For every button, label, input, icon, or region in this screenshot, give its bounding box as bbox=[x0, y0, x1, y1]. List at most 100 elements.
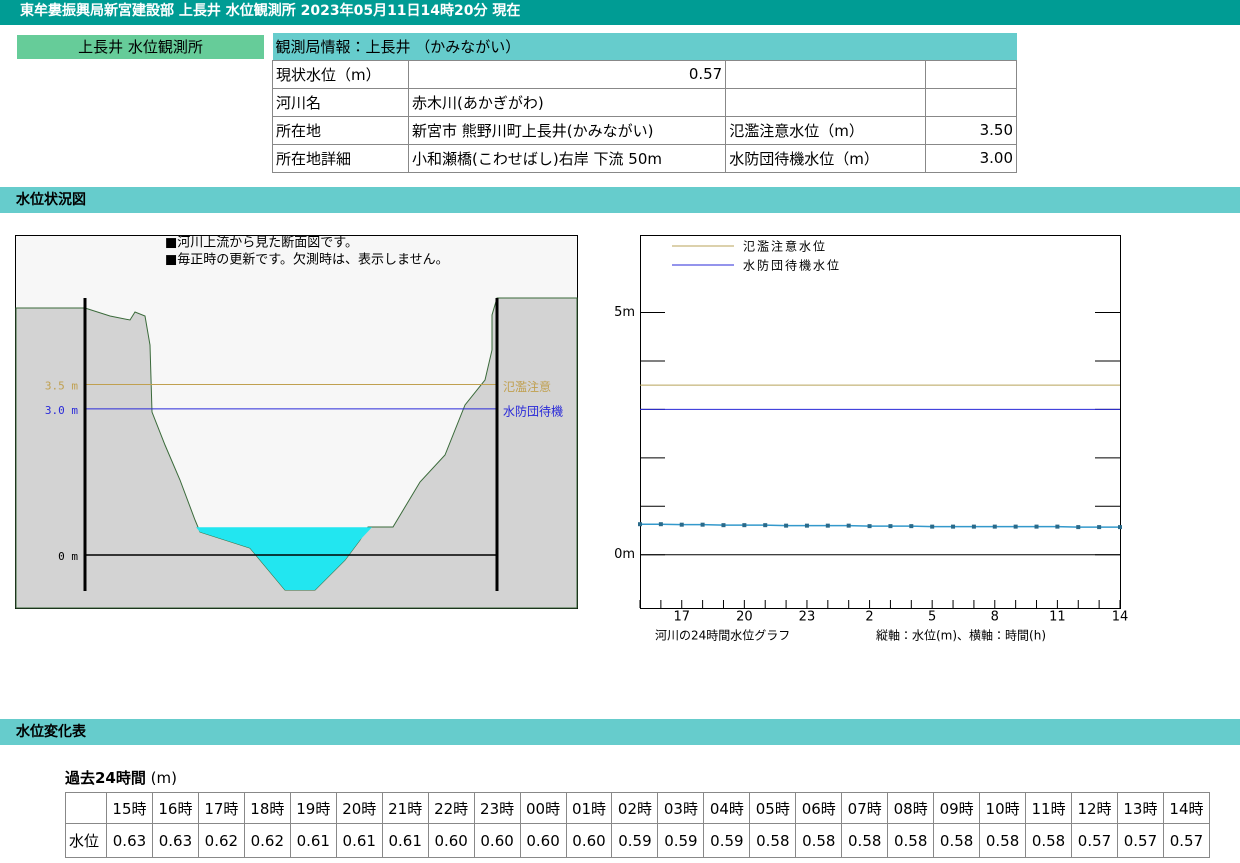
series-point bbox=[867, 524, 872, 529]
value-cell: 0.63 bbox=[106, 823, 153, 858]
hour-cell: 10時 bbox=[979, 792, 1027, 824]
info-label: 水防団待機水位（m） bbox=[725, 143, 927, 173]
value-cell: 0.57 bbox=[1116, 823, 1164, 858]
info-title: 観測局情報：上長井 （かみながい） bbox=[272, 33, 1017, 60]
info-value: 3.50 bbox=[925, 115, 1017, 145]
hour-cell: 22時 bbox=[427, 792, 475, 824]
series-point bbox=[784, 523, 789, 528]
value-cell: 0.58 bbox=[887, 823, 935, 858]
series-point bbox=[846, 523, 851, 528]
value-cell: 0.62 bbox=[243, 823, 291, 858]
hour-cell: 11時 bbox=[1025, 792, 1073, 824]
value-cell: 0.59 bbox=[657, 823, 705, 858]
hour-cell: 05時 bbox=[749, 792, 797, 824]
hour-cell: 16時 bbox=[151, 792, 199, 824]
info-table: 観測局情報：上長井 （かみながい） 現状水位（m） 0.57 河川名 赤木川(あかぎがわ… bbox=[271, 33, 1017, 173]
value-row: 水位 0.63 0.63 0.62 0.62 0.61 0.61 0.61 0.60 0.60 0.… bbox=[65, 823, 1211, 858]
hour-cell: 08時 bbox=[887, 792, 935, 824]
caption-unit: (m) bbox=[150, 769, 177, 787]
value-cell: 0.58 bbox=[841, 823, 889, 858]
row-label: 水位 bbox=[65, 823, 107, 858]
value-cell: 0.58 bbox=[749, 823, 797, 858]
series-point bbox=[658, 522, 663, 527]
info-row: 河川名 赤木川(あかぎがわ) bbox=[271, 87, 1017, 117]
value-cell: 0.60 bbox=[473, 823, 521, 858]
value-cell: 0.60 bbox=[519, 823, 567, 858]
header: 東牟婁振興局新宮建設部 上長井 水位観測所 2023年05月11日14時20分 … bbox=[0, 0, 1240, 25]
series-point bbox=[971, 524, 976, 529]
station-label: 上長井 水位観測所 bbox=[17, 35, 264, 59]
hour-cell: 00時 bbox=[519, 792, 567, 824]
hour-cell: 17時 bbox=[197, 792, 245, 824]
level-table: 15時 16時 17時 18時 19時 20時 21時 22時 23時 00時 01時 02時 03時 0… bbox=[65, 792, 1211, 858]
info-label: 所在地 bbox=[271, 115, 410, 145]
info-row: 所在地詳細 小和瀬橋(こわせばし)右岸 下流 50m 水防団待機水位（m） 3.00 bbox=[271, 143, 1017, 173]
info-value: 新宮市 熊野川町上長井(かみながい) bbox=[408, 115, 727, 145]
series-point bbox=[700, 522, 705, 527]
series-point bbox=[1118, 525, 1122, 530]
hour-cell: 14時 bbox=[1162, 792, 1211, 824]
hour-cell: 12時 bbox=[1071, 792, 1118, 824]
hour-cell: 02時 bbox=[611, 792, 659, 824]
caption-text: 過去24時間 bbox=[65, 769, 146, 787]
series-point bbox=[992, 524, 997, 529]
info-row: 現状水位（m） 0.57 bbox=[271, 59, 1017, 89]
series-point bbox=[1034, 524, 1039, 529]
y-tick-label: 0m bbox=[614, 547, 635, 562]
info-title-row: 観測局情報：上長井 （かみながい） bbox=[272, 33, 1017, 60]
hour-cell: 09時 bbox=[933, 792, 981, 824]
value-cell: 0.60 bbox=[427, 823, 475, 858]
level-name: 水防団待機 bbox=[503, 403, 563, 418]
header-title: 東牟婁振興局新宮建設部 上長井 水位観測所 2023年05月11日14時20分 … bbox=[20, 3, 521, 19]
value-cell: 0.60 bbox=[565, 823, 613, 858]
value-cell: 0.62 bbox=[197, 823, 245, 858]
info-value: 0.57 bbox=[408, 59, 727, 89]
value-cell: 0.61 bbox=[289, 823, 337, 858]
chart-axis-note: 縦軸：水位(m)、横軸：時間(h) bbox=[876, 629, 1046, 643]
section-title: 水位変化表 bbox=[0, 719, 1240, 745]
info-value bbox=[925, 87, 1017, 117]
series-point bbox=[1097, 525, 1102, 530]
value-cell: 0.57 bbox=[1071, 823, 1118, 858]
value-cell: 0.63 bbox=[151, 823, 199, 858]
series-point bbox=[679, 522, 684, 527]
series-point bbox=[742, 523, 747, 528]
info-label: 河川名 bbox=[271, 87, 410, 117]
hour-cell: 18時 bbox=[243, 792, 291, 824]
series-point bbox=[951, 524, 956, 529]
level-name: 氾濫注意 bbox=[503, 379, 551, 394]
value-cell: 0.58 bbox=[1025, 823, 1073, 858]
x-tick-label: 20 bbox=[736, 610, 753, 625]
table-caption: 過去24時間 (m) bbox=[65, 767, 177, 788]
series-point bbox=[888, 524, 893, 529]
hour-cell: 15時 bbox=[106, 792, 153, 824]
level-label: 3.0 m bbox=[45, 404, 78, 417]
series-point bbox=[763, 523, 768, 528]
legend-label: 氾濫注意水位 bbox=[743, 239, 827, 254]
series-point bbox=[1013, 524, 1018, 529]
info-label bbox=[725, 59, 927, 89]
y-tick-label: 5m bbox=[614, 305, 635, 320]
info-label: 現状水位（m） bbox=[271, 59, 410, 89]
hour-cell: 19時 bbox=[289, 792, 337, 824]
x-tick-label: 11 bbox=[1049, 610, 1066, 625]
level-label: 3.5 m bbox=[45, 380, 78, 393]
info-row: 所在地 新宮市 熊野川町上長井(かみながい) 氾濫注意水位（m） 3.50 bbox=[271, 115, 1017, 145]
note: ■河川上流から見た断面図です。 bbox=[165, 236, 358, 251]
hour-row: 15時 16時 17時 18時 19時 20時 21時 22時 23時 00時 01時 02時 03時 0… bbox=[65, 792, 1211, 824]
level-label: 0 m bbox=[58, 550, 78, 563]
hour-cell: 01時 bbox=[565, 792, 613, 824]
series-point bbox=[909, 524, 914, 529]
section-title: 水位状況図 bbox=[0, 187, 1240, 213]
info-label: 氾濫注意水位（m） bbox=[725, 115, 927, 145]
note: ■毎正時の更新です。欠測時は、表示しません。 bbox=[165, 252, 449, 268]
value-cell: 0.58 bbox=[933, 823, 981, 858]
value-cell: 0.58 bbox=[795, 823, 843, 858]
series-point bbox=[638, 522, 642, 527]
info-value: 小和瀬橋(こわせばし)右岸 下流 50m bbox=[408, 143, 727, 173]
info-value: 赤木川(あかぎがわ) bbox=[408, 87, 727, 117]
plot-area bbox=[640, 235, 1121, 609]
x-tick-label: 17 bbox=[673, 610, 690, 625]
